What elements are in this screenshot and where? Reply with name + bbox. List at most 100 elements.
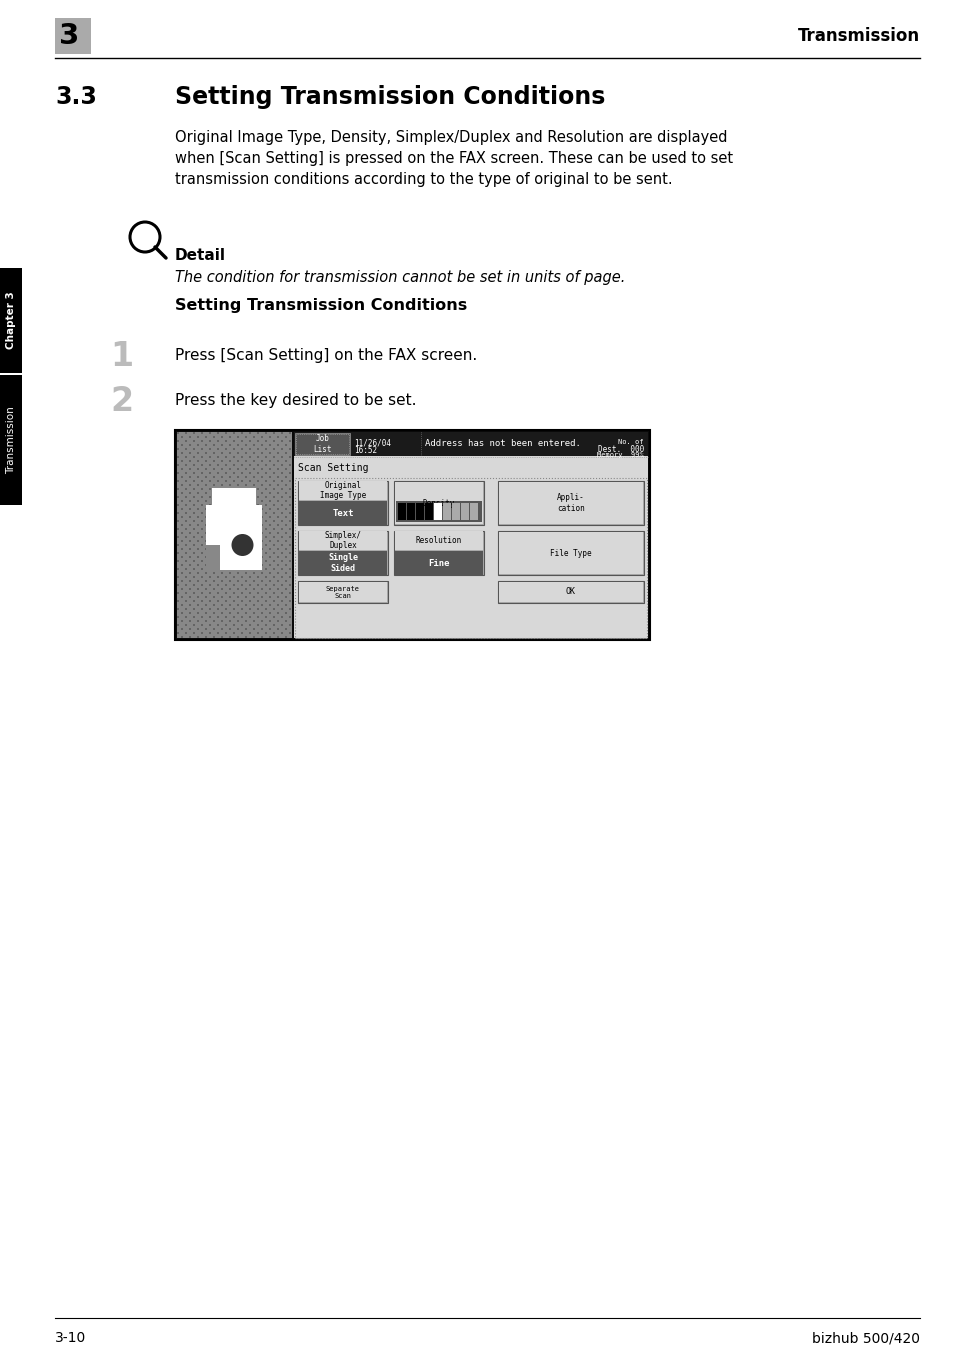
- Bar: [225, 544, 227, 546]
- Bar: [256, 472, 258, 475]
- Text: transmission conditions according to the type of original to be sent.: transmission conditions according to the…: [174, 172, 672, 187]
- Bar: [253, 525, 254, 526]
- Text: 16:52: 16:52: [354, 446, 376, 456]
- Bar: [233, 617, 234, 618]
- Bar: [193, 625, 194, 626]
- Bar: [177, 480, 179, 483]
- Text: 1: 1: [110, 339, 133, 373]
- Bar: [193, 448, 194, 450]
- Bar: [273, 568, 274, 571]
- Bar: [209, 496, 211, 498]
- Bar: [201, 584, 203, 585]
- Bar: [216, 552, 219, 554]
- Bar: [249, 521, 251, 522]
- Bar: [229, 548, 231, 550]
- Bar: [460, 503, 469, 521]
- Bar: [205, 500, 207, 502]
- Bar: [205, 484, 207, 485]
- Bar: [253, 508, 254, 510]
- Bar: [241, 464, 243, 466]
- Bar: [289, 464, 291, 466]
- Bar: [289, 488, 291, 489]
- Bar: [0, 375, 22, 506]
- Bar: [233, 631, 234, 634]
- Bar: [185, 496, 187, 498]
- Bar: [245, 460, 247, 462]
- Bar: [269, 572, 271, 575]
- Bar: [233, 439, 234, 442]
- Bar: [225, 576, 227, 579]
- Bar: [216, 448, 219, 450]
- Bar: [225, 496, 227, 498]
- Bar: [397, 503, 406, 521]
- Bar: [213, 476, 214, 479]
- Bar: [205, 468, 207, 470]
- Bar: [177, 529, 179, 530]
- Bar: [273, 560, 274, 562]
- Bar: [249, 608, 251, 610]
- Bar: [256, 544, 258, 546]
- Bar: [265, 521, 267, 522]
- Text: 3.3: 3.3: [55, 85, 97, 110]
- Bar: [261, 539, 263, 542]
- Bar: [189, 452, 191, 454]
- Bar: [395, 483, 482, 525]
- Bar: [253, 539, 254, 542]
- Bar: [273, 631, 274, 634]
- Bar: [216, 584, 219, 585]
- Bar: [269, 612, 271, 614]
- Bar: [201, 617, 203, 618]
- Bar: [298, 531, 387, 550]
- Bar: [261, 508, 263, 510]
- Bar: [265, 535, 267, 538]
- Bar: [245, 564, 247, 566]
- Bar: [229, 500, 231, 502]
- Text: bizhub 500/420: bizhub 500/420: [811, 1330, 919, 1345]
- Bar: [233, 584, 234, 585]
- Bar: [285, 531, 287, 534]
- Bar: [193, 560, 194, 562]
- Bar: [241, 568, 243, 571]
- Bar: [269, 635, 271, 638]
- Bar: [285, 580, 287, 581]
- Bar: [205, 580, 207, 581]
- Bar: [181, 564, 183, 566]
- Bar: [236, 468, 239, 470]
- Bar: [253, 548, 254, 550]
- Bar: [225, 456, 227, 458]
- Bar: [201, 544, 203, 546]
- Bar: [201, 448, 203, 450]
- Bar: [236, 580, 239, 581]
- Bar: [193, 433, 194, 434]
- Bar: [193, 464, 194, 466]
- Bar: [177, 592, 179, 594]
- Bar: [185, 631, 187, 634]
- Bar: [265, 488, 267, 489]
- Bar: [236, 435, 239, 438]
- Bar: [241, 617, 243, 618]
- Bar: [196, 531, 199, 534]
- Bar: [185, 544, 187, 546]
- Bar: [196, 492, 199, 493]
- Bar: [225, 488, 227, 489]
- Bar: [276, 516, 278, 518]
- Bar: [241, 488, 243, 489]
- Bar: [276, 627, 278, 630]
- Bar: [229, 604, 231, 606]
- Bar: [213, 525, 214, 526]
- Bar: [261, 604, 263, 606]
- Bar: [289, 600, 291, 602]
- Bar: [189, 580, 191, 581]
- Bar: [201, 625, 203, 626]
- Bar: [261, 556, 263, 558]
- Bar: [185, 592, 187, 594]
- Bar: [177, 608, 179, 610]
- Bar: [236, 452, 239, 454]
- Bar: [189, 572, 191, 575]
- Bar: [253, 596, 254, 598]
- Bar: [470, 503, 477, 521]
- Bar: [189, 476, 191, 479]
- Bar: [233, 592, 234, 594]
- Bar: [233, 600, 234, 602]
- Bar: [221, 556, 223, 558]
